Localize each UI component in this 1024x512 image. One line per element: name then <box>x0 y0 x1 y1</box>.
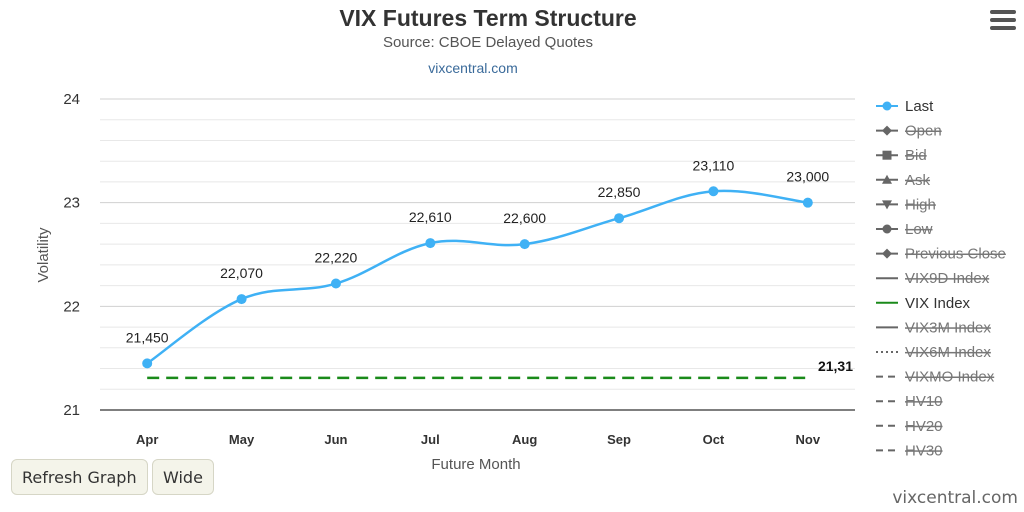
legend-label: Previous Close <box>905 246 1006 263</box>
last-data-label: 21,450 <box>126 329 169 345</box>
chart-subtitle: Source: CBOE Delayed Quotes <box>383 34 593 51</box>
refresh-graph-button[interactable]: Refresh Graph <box>11 459 148 495</box>
last-data-label: 22,220 <box>315 250 358 266</box>
legend-item[interactable]: VIX9D Index <box>876 270 990 287</box>
x-tick-label: Jun <box>324 432 347 447</box>
legend-item[interactable]: VIX Index <box>876 295 971 312</box>
last-data-point <box>330 278 341 289</box>
y-axis-title: Volatility <box>35 227 52 283</box>
x-tick-label: Nov <box>796 432 821 447</box>
x-axis-title: Future Month <box>431 456 520 473</box>
last-data-point <box>425 238 436 249</box>
y-tick-label: 22 <box>63 298 80 315</box>
legend-label: HV10 <box>905 393 943 410</box>
legend-label: VIX6M Index <box>905 344 991 361</box>
legend-label: High <box>905 196 936 213</box>
wide-button[interactable]: Wide <box>152 459 214 495</box>
y-tick-label: 23 <box>63 195 80 212</box>
y-tick-label: 21 <box>63 402 80 419</box>
legend-label: HV30 <box>905 442 943 459</box>
legend-item[interactable]: High <box>876 196 936 213</box>
legend-item[interactable]: HV30 <box>876 442 943 459</box>
legend-item[interactable]: Bid <box>876 147 927 164</box>
legend-item[interactable]: HV10 <box>876 393 943 410</box>
legend-item[interactable]: VIX6M Index <box>876 344 991 361</box>
legend-label: Low <box>905 221 933 238</box>
last-data-label: 22,610 <box>409 209 452 225</box>
vix-index-label: 21,31 <box>818 358 853 374</box>
legend-label: Last <box>905 98 934 115</box>
hamburger-menu-icon[interactable] <box>990 10 1016 32</box>
chart-credit-link[interactable]: vixcentral.com <box>428 60 517 76</box>
legend-label: HV20 <box>905 418 943 435</box>
x-tick-label: Aug <box>512 432 537 447</box>
x-tick-label: Jul <box>421 432 440 447</box>
y-tick-label: 24 <box>63 91 80 108</box>
last-data-label: 23,000 <box>786 169 829 185</box>
last-data-point <box>142 358 153 369</box>
x-tick-label: Apr <box>136 432 158 447</box>
legend-item[interactable]: Ask <box>876 172 931 189</box>
legend-marker <box>882 224 892 234</box>
series-layer: 21,31 21,450 22,070 22,220 22,610 22,600 22,85… <box>126 157 853 380</box>
legend-label: Bid <box>905 147 927 164</box>
legend-label: VIX3M Index <box>905 319 991 336</box>
legend-marker <box>882 200 892 210</box>
legend-item[interactable]: Previous Close <box>876 246 1006 263</box>
footer-credit: vixcentral.com <box>892 488 1018 508</box>
chart-title: VIX Futures Term Structure <box>339 5 636 31</box>
legend-marker <box>882 125 892 136</box>
legend-item[interactable]: Open <box>876 123 942 140</box>
last-data-label: 22,850 <box>598 184 641 200</box>
legend-label: VIXMO Index <box>905 369 995 386</box>
legend-marker <box>882 101 892 111</box>
last-data-label: 22,070 <box>220 265 263 281</box>
legend-marker <box>882 248 892 259</box>
x-tick-label: Oct <box>703 432 725 447</box>
legend-label: VIX9D Index <box>905 270 990 287</box>
legend: Last Open Bid Ask High Low Previous Close VIX9D… <box>876 98 1006 459</box>
legend-marker <box>882 150 892 160</box>
last-data-point <box>614 213 625 224</box>
last-data-point <box>519 239 530 250</box>
legend-item[interactable]: VIXMO Index <box>876 369 995 386</box>
legend-label: VIX Index <box>905 295 971 312</box>
x-tick-label: Sep <box>607 432 631 447</box>
legend-item[interactable]: VIX3M Index <box>876 319 991 336</box>
last-data-point <box>802 197 813 208</box>
x-axis-ticks: Apr May Jun Jul Aug Sep Oct Nov <box>136 432 821 447</box>
x-tick-label: May <box>229 432 255 447</box>
legend-item[interactable]: Last <box>876 98 934 115</box>
legend-item[interactable]: HV20 <box>876 418 943 435</box>
legend-label: Open <box>905 123 942 140</box>
legend-label: Ask <box>905 172 931 189</box>
last-data-label: 23,110 <box>693 157 735 173</box>
gridlines <box>100 98 855 411</box>
last-data-point <box>708 186 719 197</box>
last-data-point <box>236 294 247 305</box>
legend-item[interactable]: Low <box>876 221 933 238</box>
legend-marker <box>882 174 892 184</box>
last-data-label: 22,600 <box>503 210 546 226</box>
y-axis-ticks: 21 22 23 24 <box>63 91 80 419</box>
